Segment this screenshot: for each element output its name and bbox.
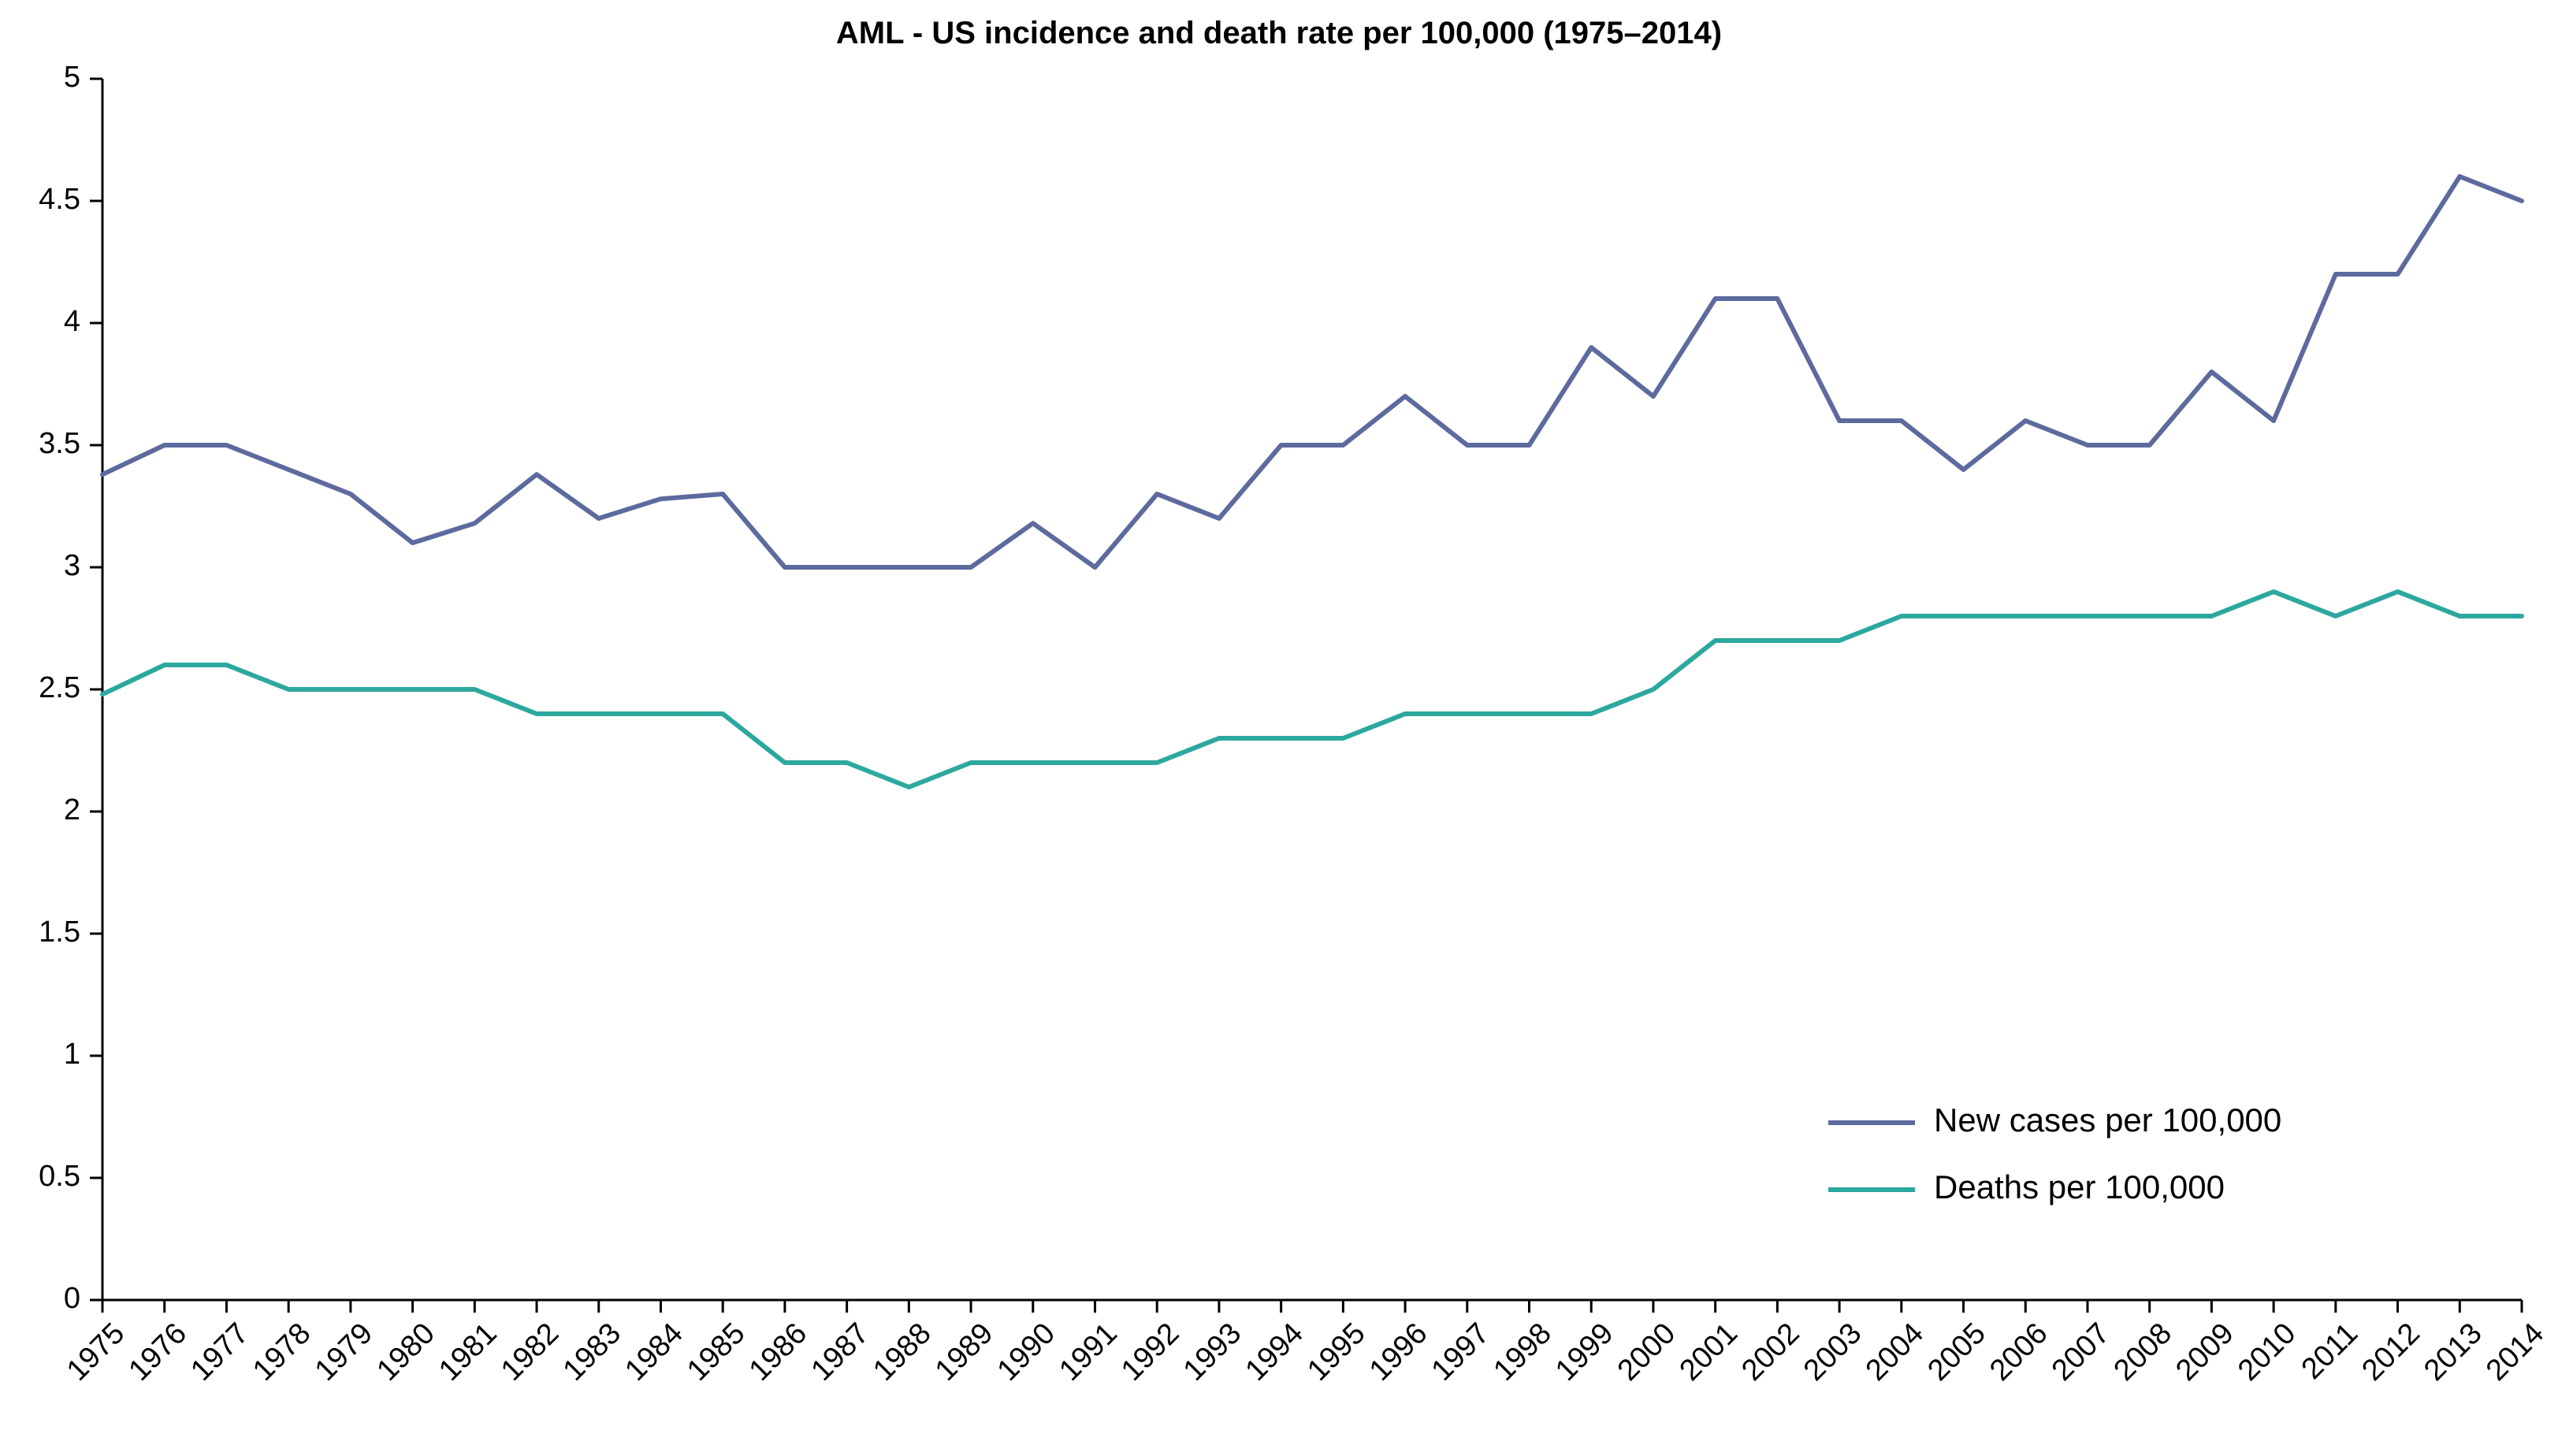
y-tick-label: 3 [64, 549, 80, 582]
chart-container: AML - US incidence and death rate per 10… [0, 0, 2558, 1456]
y-tick-label: 2 [64, 793, 80, 826]
x-tick-label: 2000 [1612, 1317, 1682, 1387]
x-tick-label: 1976 [123, 1317, 193, 1387]
y-tick-label: 4.5 [39, 183, 80, 216]
x-tick-label: 2014 [2480, 1317, 2550, 1387]
y-tick-label: 0.5 [39, 1160, 80, 1193]
series-line [102, 592, 2522, 787]
x-tick-label: 1995 [1301, 1317, 1371, 1387]
x-tick-label: 1998 [1487, 1317, 1557, 1387]
x-tick-label: 1996 [1363, 1317, 1433, 1387]
x-tick-label: 2006 [1984, 1317, 2054, 1387]
chart-svg: 0 0.5 1 1.5 2 2.5 3 3.5 4 4.5 5 1975197619771978197… [0, 0, 2558, 1456]
x-tick-label: 1992 [1115, 1317, 1185, 1387]
x-tick-label: 1977 [184, 1317, 255, 1387]
x-tick-label: 1985 [681, 1317, 751, 1387]
x-tick-label: 1980 [370, 1317, 441, 1387]
legend-label: Deaths per 100,000 [1934, 1168, 2225, 1205]
x-tick-label: 2003 [1798, 1317, 1868, 1387]
y-tick-label: 3.5 [39, 427, 80, 460]
x-tick-label: 1989 [929, 1317, 999, 1387]
y-tick-label: 5 [64, 61, 80, 94]
x-tick-label: 2012 [2355, 1317, 2426, 1387]
x-tick-label: 1997 [1426, 1317, 1496, 1387]
x-tick-label: 1999 [1549, 1317, 1619, 1387]
x-tick-label: 1975 [61, 1317, 131, 1387]
x-tick-label: 2009 [2169, 1317, 2240, 1387]
y-tick-label: 1.5 [39, 916, 80, 949]
x-tick-label: 1987 [805, 1317, 875, 1387]
x-tick-label: 1984 [619, 1317, 689, 1387]
x-tick-label: 2007 [2046, 1317, 2116, 1387]
x-tick-label: 2004 [1860, 1317, 1930, 1387]
x-tick-label: 1981 [433, 1317, 503, 1387]
x-tick-label: 1983 [557, 1317, 627, 1387]
x-tick-label: 2011 [2296, 1317, 2364, 1385]
x-tick-label: 1990 [991, 1317, 1061, 1387]
x-tick-label: 1988 [867, 1317, 937, 1387]
y-tick-label: 4 [64, 305, 80, 338]
y-tick-label: 2.5 [39, 671, 80, 704]
x-tick-label: 2002 [1735, 1317, 1805, 1387]
x-tick-label: 1994 [1240, 1317, 1310, 1387]
x-tick-label: 2010 [2232, 1317, 2302, 1387]
x-tick-label: 1979 [309, 1317, 379, 1387]
x-tick-label: 1978 [247, 1317, 317, 1387]
legend-label: New cases per 100,000 [1934, 1101, 2281, 1138]
y-tick-label: 0 [64, 1282, 80, 1315]
y-tick-label: 1 [64, 1038, 80, 1071]
x-tick-label: 2013 [2418, 1317, 2488, 1387]
x-tick-label: 1991 [1053, 1317, 1123, 1387]
series-line [102, 176, 2522, 567]
x-tick-label: 2001 [1674, 1317, 1744, 1387]
x-tick-label: 1993 [1177, 1317, 1247, 1387]
x-tick-label: 1982 [495, 1317, 565, 1387]
x-tick-label: 2008 [2108, 1317, 2178, 1387]
x-tick-label: 2005 [1921, 1317, 1991, 1387]
x-tick-label: 1986 [743, 1317, 813, 1387]
